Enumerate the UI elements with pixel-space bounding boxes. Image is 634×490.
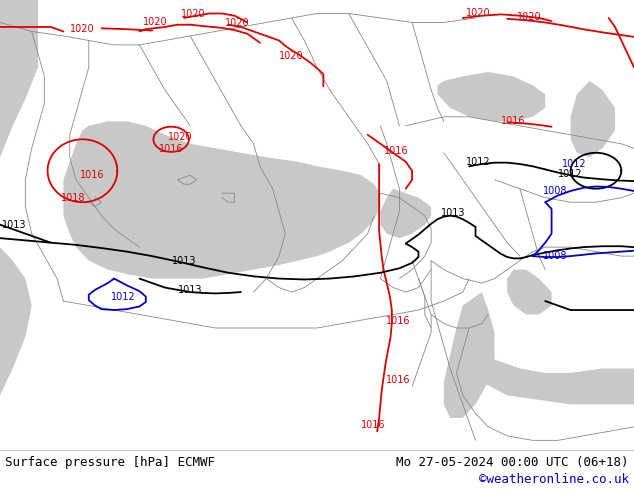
Text: 1018: 1018 xyxy=(61,193,85,203)
Text: ©weatheronline.co.uk: ©weatheronline.co.uk xyxy=(479,473,629,487)
Text: 1016: 1016 xyxy=(361,419,385,430)
Text: 1016: 1016 xyxy=(384,146,408,155)
Polygon shape xyxy=(482,360,634,404)
Text: 1008: 1008 xyxy=(543,186,567,196)
Text: 1020: 1020 xyxy=(143,17,167,26)
Polygon shape xyxy=(0,0,38,157)
Text: 1020: 1020 xyxy=(226,18,250,28)
Text: 1013: 1013 xyxy=(178,285,202,295)
Polygon shape xyxy=(235,157,285,207)
Text: Surface pressure [hPa] ECMWF: Surface pressure [hPa] ECMWF xyxy=(5,456,215,469)
Text: 1013: 1013 xyxy=(441,208,465,219)
Polygon shape xyxy=(444,292,495,418)
Text: 1020: 1020 xyxy=(169,132,193,142)
Text: 1013: 1013 xyxy=(172,256,196,266)
Text: 1012: 1012 xyxy=(467,157,491,167)
Polygon shape xyxy=(437,72,545,122)
Polygon shape xyxy=(380,189,431,238)
Polygon shape xyxy=(0,247,32,449)
Text: 1013: 1013 xyxy=(2,220,26,230)
Text: 1016: 1016 xyxy=(386,375,410,385)
Text: 1016: 1016 xyxy=(386,316,410,326)
Text: 1020: 1020 xyxy=(467,7,491,18)
Text: 1016: 1016 xyxy=(501,116,526,126)
Text: 1012: 1012 xyxy=(112,292,136,301)
Polygon shape xyxy=(63,122,380,279)
Text: Mo 27-05-2024 00:00 UTC (06+18): Mo 27-05-2024 00:00 UTC (06+18) xyxy=(396,456,629,469)
Text: 1020: 1020 xyxy=(517,12,541,22)
Text: 1020: 1020 xyxy=(70,24,94,34)
Text: 1020: 1020 xyxy=(280,51,304,61)
Polygon shape xyxy=(507,270,552,315)
Polygon shape xyxy=(571,81,615,157)
Text: 1020: 1020 xyxy=(181,9,205,20)
Text: 1016: 1016 xyxy=(80,170,104,180)
Text: 1012: 1012 xyxy=(559,170,583,179)
Text: 1016: 1016 xyxy=(159,144,183,154)
Text: 1008: 1008 xyxy=(543,251,567,261)
Text: 1012: 1012 xyxy=(562,159,586,169)
